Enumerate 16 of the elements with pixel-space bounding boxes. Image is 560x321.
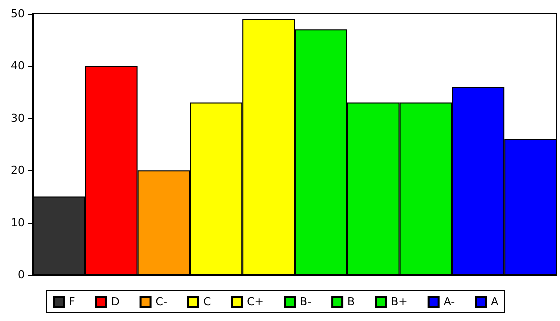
legend-label: F bbox=[69, 296, 76, 308]
y-tick-label: 0 bbox=[18, 268, 25, 282]
legend-label: B bbox=[348, 296, 356, 308]
legend-label: D bbox=[111, 296, 120, 308]
legend-label: C bbox=[203, 296, 212, 308]
legend-label: B- bbox=[300, 296, 312, 308]
y-tick-label: 10 bbox=[11, 216, 25, 230]
legend-label: B+ bbox=[391, 296, 408, 308]
y-tick-label: 20 bbox=[11, 164, 25, 178]
legend-label: A bbox=[491, 296, 500, 308]
legend-label: C- bbox=[156, 296, 168, 308]
legend-label: A- bbox=[444, 296, 456, 308]
y-tick-label: 50 bbox=[11, 8, 25, 20]
legend-label: C+ bbox=[247, 296, 264, 308]
y-tick-label: 40 bbox=[11, 60, 25, 73]
y-tick-label: 30 bbox=[11, 112, 25, 125]
